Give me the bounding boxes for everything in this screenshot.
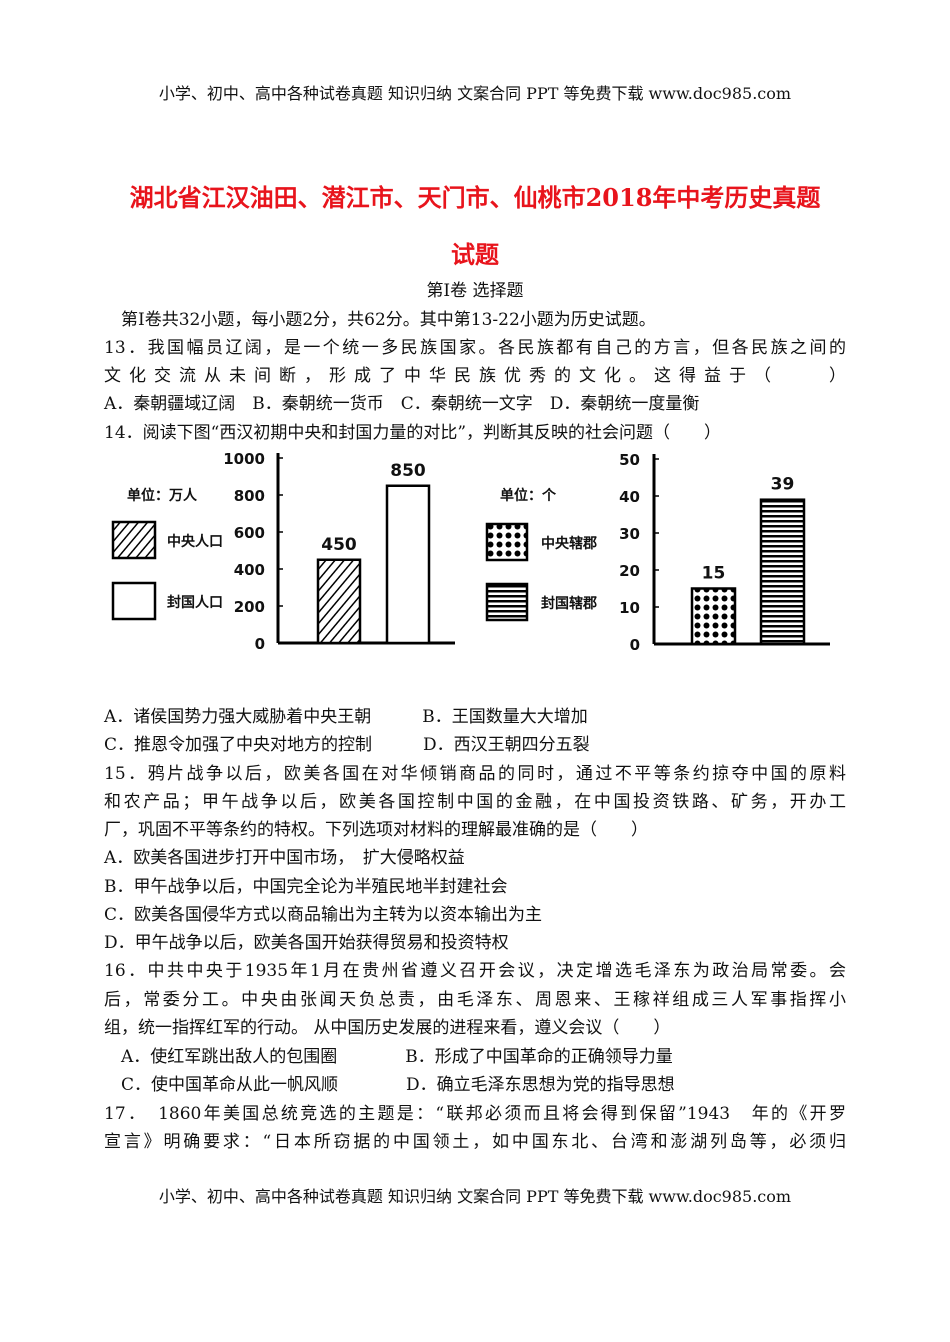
text-line: A．诸侯国势力强大威胁着中央王朝 B．王国数量大大增加 — [104, 707, 588, 727]
y-tick-label: 30 — [619, 525, 640, 543]
y-tick-label: 0 — [630, 636, 640, 654]
text-line: 后，常委分工。中央由张闻天负总责，由毛泽东、周恩来、王稼祥组成三人军事指挥小 — [104, 990, 846, 1010]
y-tick-label: 10 — [619, 599, 640, 617]
text-line: 15．鸦片战争以后，欧美各国在对华倾销商品的同时，通过不平等条约掠夺中国的原料 — [104, 764, 846, 784]
legend-label: 中央人口 — [167, 533, 223, 550]
title-line-1: 湖北省江汉油田、潜江市、天门市、仙桃市2018年中考历史真题 — [129, 183, 821, 212]
y-tick-label: 600 — [234, 524, 265, 542]
text-line: A．秦朝疆域辽阔 B．秦朝统一货币 C．秦朝统一文字 D．秦朝统一度量衡 — [104, 394, 700, 414]
y-tick-label: 200 — [234, 598, 265, 616]
text-line: 宣言》明确要求：“日本所窃据的中国领土，如中国东北、台湾和澎湖列岛等，必须归 — [104, 1132, 846, 1152]
y-tick-label: 50 — [619, 451, 640, 469]
y-tick-label: 0 — [255, 635, 265, 653]
y-tick-label: 40 — [619, 488, 640, 506]
legend-swatch — [485, 582, 529, 622]
y-tick-label: 20 — [619, 562, 640, 580]
text-line: B．甲午战争以后，中国完全论为半殖民地半封建社会 — [104, 877, 508, 897]
text-line: 厂，巩固不平等条约的特权。下列选项对材料的理解最准确的是（ ） — [104, 820, 648, 840]
unit-label: 单位：万人 — [127, 487, 198, 504]
data-label: 39 — [771, 475, 795, 495]
bar-2 — [385, 484, 431, 645]
text-line: 组，统一指挥红军的行动。 从中国历史发展的进程来看，遵义会议（ ） — [104, 1018, 671, 1038]
text-line: A．欧美各国进步打开中国市场， 扩大侵略权益 — [104, 848, 465, 868]
section-heading: 第Ⅰ卷 选择题 — [426, 281, 524, 301]
legend-label: 封国人口 — [167, 594, 223, 611]
text-line: C．使中国革命从此一帆风顺 D．确立毛泽东思想为党的指导思想 — [104, 1075, 675, 1095]
page-header: 小学、初中、高中各种试卷真题 知识归纳 文案合同 PPT 等免费下载 www.d… — [158, 84, 792, 103]
text-line: C．推恩令加强了中央对地方的控制 D．西汉王朝四分五裂 — [104, 735, 590, 755]
y-tick-label: 1000 — [223, 450, 265, 468]
bar-2 — [759, 498, 806, 646]
text-line: 14．阅读下图“西汉初期中央和封国力量的对比”，判断其反映的社会问题（ ） — [104, 423, 722, 443]
text-line: C．欧美各国侵华方式以商品输出为主转为以资本输出为主 — [104, 905, 543, 925]
legend-label: 中央辖郡 — [541, 535, 597, 552]
text-line: 13．我国幅员辽阔，是一个统一多民族国家。各民族都有自己的方言，但各民族之间的 — [104, 338, 846, 358]
bar-1 — [690, 587, 737, 646]
legend-label: 封国辖郡 — [541, 595, 597, 612]
text-line: 文化交流从未间断，形成了中华民族优秀的文化。这得益于（ ） — [104, 366, 846, 386]
text-line: 17． 1860年美国总统竞选的主题是：“联邦必须而且将会得到保留”1943 年… — [104, 1104, 846, 1124]
data-label: 450 — [321, 535, 357, 555]
legend-swatch — [485, 522, 529, 562]
text-line: 第Ⅰ卷共32小题，每小题2分，共62分。其中第13-22小题为历史试题。 — [104, 310, 656, 330]
page-footer: 小学、初中、高中各种试卷真题 知识归纳 文案合同 PPT 等免费下载 www.d… — [158, 1187, 792, 1206]
bar-1 — [316, 558, 362, 645]
data-label: 15 — [702, 564, 726, 584]
text-line: A．使红军跳出敌人的包围圈 B．形成了中国革命的正确领导力量 — [104, 1047, 673, 1067]
text-line: 16．中共中央于1935年1月在贵州省遵义召开会议，决定增选毛泽东为政治局常委。… — [104, 961, 846, 981]
text-line: 和农产品；甲午战争以后，欧美各国控制中国的金融，在中国投资铁路、矿务，开办工 — [104, 792, 846, 812]
legend-swatch — [111, 520, 157, 560]
y-tick-label: 800 — [234, 487, 265, 505]
unit-label: 单位：个 — [500, 487, 557, 504]
y-tick-label: 400 — [234, 561, 265, 579]
title-line-2: 试题 — [451, 240, 499, 269]
bar-charts: 10008006004002000450850单位：万人中央人口封国人口5040… — [111, 450, 830, 654]
data-label: 850 — [390, 461, 426, 481]
text-line: D．甲午战争以后，欧美各国开始获得贸易和投资特权 — [104, 933, 509, 953]
legend-swatch — [111, 581, 157, 621]
